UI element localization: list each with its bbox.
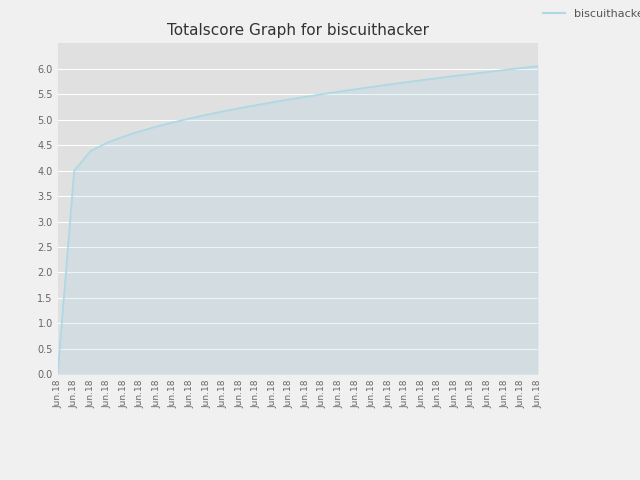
- biscuithacker: [120, 133, 127, 139]
- biscuithacker: [418, 77, 426, 83]
- biscuithacker: [153, 123, 161, 129]
- biscuithacker: [220, 108, 227, 114]
- biscuithacker: [534, 63, 541, 69]
- biscuithacker: [203, 112, 211, 118]
- biscuithacker: [468, 71, 476, 77]
- biscuithacker: [87, 148, 95, 154]
- biscuithacker: [170, 120, 177, 125]
- biscuithacker: [451, 73, 459, 79]
- biscuithacker: [500, 67, 508, 73]
- biscuithacker: [484, 69, 492, 75]
- Title: Totalscore Graph for biscuithacker: Totalscore Graph for biscuithacker: [166, 23, 429, 38]
- biscuithacker: [136, 128, 144, 134]
- Line: biscuithacker: biscuithacker: [58, 66, 538, 374]
- biscuithacker: [335, 89, 343, 95]
- biscuithacker: [401, 79, 409, 85]
- biscuithacker: [269, 99, 276, 105]
- biscuithacker: [368, 84, 376, 90]
- biscuithacker: [285, 96, 293, 102]
- biscuithacker: [252, 102, 260, 108]
- biscuithacker: [236, 105, 243, 111]
- biscuithacker: [385, 82, 392, 87]
- biscuithacker: [186, 116, 194, 121]
- biscuithacker: [54, 372, 61, 377]
- biscuithacker: [352, 86, 360, 92]
- biscuithacker: [319, 91, 326, 97]
- biscuithacker: [517, 65, 525, 71]
- Legend: biscuithacker: biscuithacker: [543, 9, 640, 19]
- biscuithacker: [302, 94, 310, 100]
- biscuithacker: [435, 75, 442, 81]
- biscuithacker: [70, 168, 78, 173]
- biscuithacker: [104, 140, 111, 145]
